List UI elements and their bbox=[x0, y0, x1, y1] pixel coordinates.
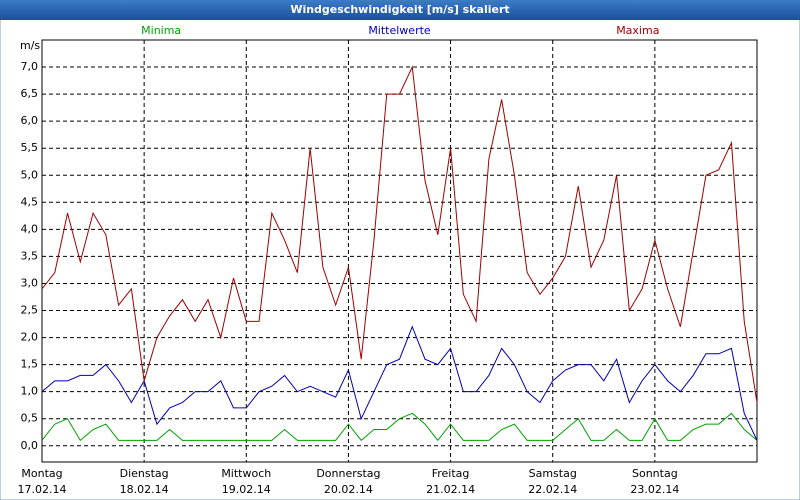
y-tick-label: 5,5 bbox=[21, 141, 39, 154]
y-tick-label: 0,0 bbox=[21, 439, 39, 452]
series-line bbox=[41, 412, 758, 442]
y-tick-label: 3,5 bbox=[21, 249, 39, 262]
x-tick-label: Sonntag bbox=[632, 467, 678, 480]
x-tick-label: Donnerstag bbox=[316, 467, 380, 480]
legend-entry: Minima bbox=[141, 24, 181, 37]
x-tick-label: Dienstag bbox=[120, 467, 169, 480]
x-tick-date: 20.02.14 bbox=[324, 483, 373, 496]
x-tick-date: 18.02.14 bbox=[120, 483, 169, 496]
x-tick-label: Samstag bbox=[529, 467, 577, 480]
y-axis-label: m/s bbox=[20, 39, 40, 52]
y-tick-label: 7,0 bbox=[21, 60, 39, 73]
legend-entry: Mittelwerte bbox=[368, 24, 431, 37]
y-tick-label: 6,5 bbox=[21, 87, 39, 100]
y-tick-label: 5,0 bbox=[21, 168, 39, 181]
y-tick-label: 4,0 bbox=[21, 222, 39, 235]
x-tick-date: 17.02.14 bbox=[18, 483, 67, 496]
x-tick-label: Mittwoch bbox=[221, 467, 271, 480]
series-line bbox=[41, 65, 758, 403]
y-tick-label: 4,5 bbox=[21, 195, 39, 208]
chart-title: Windgeschwindigkeit [m/s] skaliert bbox=[290, 3, 509, 16]
title-bar bbox=[0, 0, 800, 20]
y-tick-label: 0,5 bbox=[21, 412, 39, 425]
y-tick-label: 6,0 bbox=[21, 114, 39, 127]
x-tick-date: 19.02.14 bbox=[222, 483, 271, 496]
legend-entry: Maxima bbox=[616, 24, 659, 37]
y-tick-label: 1,5 bbox=[21, 358, 39, 371]
x-tick-label: Freitag bbox=[432, 467, 470, 480]
y-tick-label: 2,5 bbox=[21, 304, 39, 317]
series-line bbox=[41, 325, 758, 441]
x-tick-date: 22.02.14 bbox=[528, 483, 577, 496]
x-tick-date: 21.02.14 bbox=[426, 483, 475, 496]
x-tick-label: Montag bbox=[21, 467, 62, 480]
y-tick-label: 2,0 bbox=[21, 331, 39, 344]
y-tick-label: 3,0 bbox=[21, 276, 39, 289]
x-tick-date: 23.02.14 bbox=[630, 483, 679, 496]
y-tick-label: 1,0 bbox=[21, 385, 39, 398]
